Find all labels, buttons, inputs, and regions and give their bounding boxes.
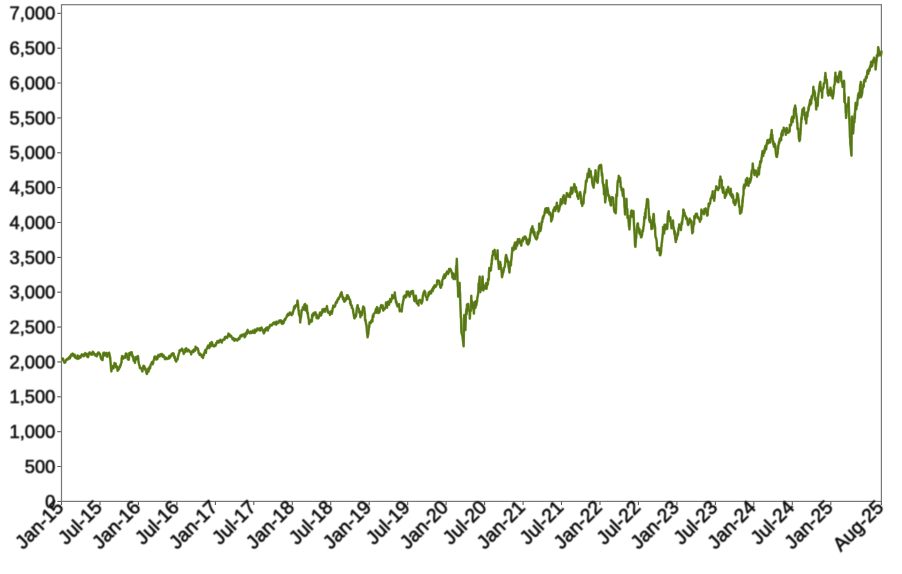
svg-text:1,000: 1,000	[10, 421, 56, 442]
svg-text:1,500: 1,500	[10, 386, 56, 407]
svg-text:500: 500	[25, 456, 56, 477]
svg-text:0: 0	[45, 491, 55, 512]
svg-text:6,000: 6,000	[10, 72, 56, 93]
svg-text:7,000: 7,000	[10, 3, 56, 24]
svg-text:3,000: 3,000	[10, 282, 56, 303]
svg-text:2,000: 2,000	[10, 351, 56, 372]
svg-text:6,500: 6,500	[10, 38, 56, 59]
svg-text:2,500: 2,500	[10, 317, 56, 338]
svg-text:5,500: 5,500	[10, 107, 56, 128]
svg-text:5,000: 5,000	[10, 142, 56, 163]
svg-text:4,000: 4,000	[10, 212, 56, 233]
svg-text:4,500: 4,500	[10, 177, 56, 198]
svg-text:3,500: 3,500	[10, 247, 56, 268]
